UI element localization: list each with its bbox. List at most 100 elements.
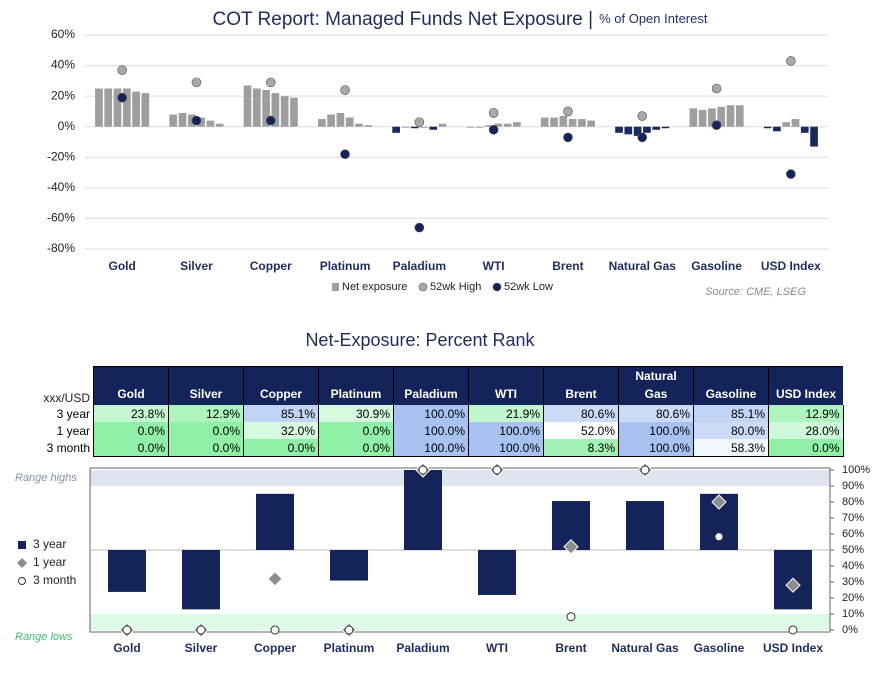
data-row: 3 month 0.0% 0.0% 0.0% 0.0% 100.0% 100.0% 8.3% 1…: [32, 439, 844, 457]
circle-marker: [714, 532, 724, 542]
marker: [711, 120, 722, 130]
bar: [122, 88, 131, 127]
legend-label: 1 year: [33, 555, 66, 569]
column-header: Gasoline: [693, 366, 769, 405]
bar: [420, 126, 428, 128]
row-label: 3 year: [56, 406, 90, 421]
header-text: Silver: [189, 387, 223, 401]
y-tick-label: 60%: [842, 528, 864, 540]
cell: 0.0%: [318, 422, 394, 439]
y-tick-label: 10%: [842, 608, 864, 620]
legend-label: Net exposure: [342, 281, 407, 293]
title: COT Report: Managed Funds Net Exposure |: [213, 9, 594, 30]
x-tick-label: Brent: [555, 641, 586, 655]
header-text: Natural Gas: [635, 369, 677, 401]
marker: [340, 85, 350, 95]
bar: [559, 116, 568, 127]
data-row: 3 year 23.8% 12.9% 85.1% 30.9% 100.0% 21.9% 80.…: [32, 405, 844, 422]
legend-swatch: [18, 541, 26, 549]
bar: [494, 123, 503, 127]
y-tick-label: 40%: [51, 58, 75, 72]
x-tick-label: Gasoline: [691, 259, 742, 273]
x-tick-label: Platinum: [324, 641, 375, 655]
bar: [540, 117, 549, 127]
bar: [587, 120, 596, 127]
bar: [169, 114, 178, 127]
rank-table: xxx/USD Gold Silver Copper Platinum Paladium W…: [32, 366, 844, 457]
bar: [475, 126, 484, 128]
y-tick-label: 70%: [842, 512, 864, 524]
bar: [624, 126, 633, 135]
bar: [643, 126, 651, 133]
bar: [503, 123, 512, 127]
x-tick-label: WTI: [486, 641, 508, 655]
bar: [108, 550, 146, 592]
bar: [392, 126, 400, 133]
bar: [478, 550, 516, 595]
cell: 0.0%: [168, 422, 244, 439]
bar: [429, 126, 438, 130]
corner-label: xxx/USD: [32, 366, 94, 405]
cell: 28.0%: [768, 422, 844, 439]
y-tick-label: 20%: [51, 88, 75, 102]
cell: 100.0%: [618, 422, 694, 439]
cell: 21.9%: [468, 405, 544, 422]
x-tick-label: Copper: [254, 641, 296, 655]
y-tick-label: 100%: [842, 464, 870, 476]
bar: [773, 126, 781, 132]
bar: [782, 122, 791, 127]
circle-marker: [270, 625, 280, 635]
diamond-marker: [563, 539, 579, 555]
x-tick-label: Silver: [180, 259, 213, 273]
header-text: Gasoline: [705, 387, 757, 401]
bar: [717, 106, 726, 127]
x-tick-label: Natural Gas: [611, 641, 679, 655]
marker: [191, 77, 202, 88]
bar: [661, 126, 670, 129]
y-tick-label: 50%: [842, 544, 864, 556]
y-tick-label: -80%: [47, 241, 75, 255]
bar: [317, 119, 326, 127]
data-row: 1 year 0.0% 0.0% 32.0% 0.0% 100.0% 100.0% 52.0%…: [32, 422, 844, 439]
bar: [810, 126, 818, 147]
column-header: Copper: [243, 366, 319, 405]
bar: [271, 93, 280, 127]
cell: 30.9%: [318, 405, 394, 422]
bar: [689, 108, 698, 127]
range-band: [90, 470, 830, 486]
cell: 100.0%: [468, 422, 544, 439]
column-header: Natural Gas: [618, 366, 694, 405]
cell: 58.3%: [693, 439, 769, 457]
legend-label: 3 month: [33, 573, 76, 587]
y-tick-label: 20%: [842, 592, 864, 604]
y-tick-label: 60%: [51, 27, 75, 41]
column-header: Gold: [93, 366, 169, 405]
bar: [336, 112, 345, 127]
y-tick-label: 40%: [842, 560, 864, 572]
bar: [568, 119, 577, 127]
circle-marker: [566, 612, 576, 622]
circle-marker: [640, 465, 650, 475]
bar: [355, 123, 363, 127]
bar: [615, 126, 623, 133]
legend-label: 52wk High: [430, 281, 481, 293]
cell: 80.6%: [543, 405, 619, 422]
bar: [763, 126, 772, 129]
marker: [637, 111, 648, 121]
bar: [404, 470, 442, 550]
cell: 0.0%: [318, 439, 394, 457]
cell: 8.3%: [543, 439, 619, 457]
marker: [191, 115, 202, 126]
row-label: 3 month: [46, 440, 90, 455]
y-tick-label: 30%: [842, 576, 864, 588]
diamond-marker: [267, 571, 283, 587]
cell: 0.0%: [768, 439, 844, 457]
marker: [117, 92, 127, 103]
bar: [735, 105, 744, 127]
cell: 100.0%: [393, 405, 469, 422]
cell: 23.8%: [93, 405, 169, 422]
bar: [215, 123, 224, 127]
x-tick-label: Copper: [250, 259, 292, 273]
bar: [698, 109, 707, 127]
